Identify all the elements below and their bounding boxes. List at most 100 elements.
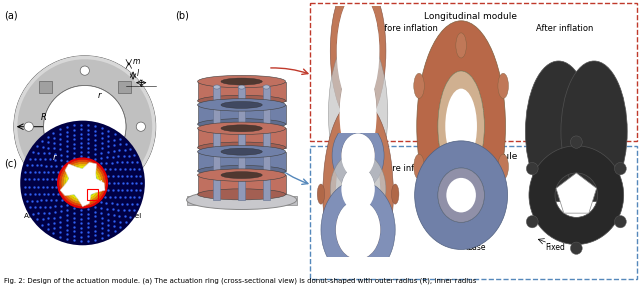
- Circle shape: [498, 154, 508, 179]
- Text: Air chamber: Air chamber: [24, 213, 68, 219]
- Circle shape: [336, 141, 343, 161]
- Wedge shape: [67, 168, 98, 198]
- Ellipse shape: [198, 95, 285, 106]
- Bar: [87, 189, 98, 199]
- Text: Cap: Cap: [467, 179, 482, 187]
- Ellipse shape: [221, 172, 262, 179]
- Circle shape: [80, 178, 90, 187]
- Text: $m$: $m$: [132, 57, 141, 65]
- Ellipse shape: [198, 122, 285, 135]
- Circle shape: [561, 61, 627, 202]
- Wedge shape: [321, 180, 396, 279]
- FancyBboxPatch shape: [39, 160, 52, 173]
- FancyBboxPatch shape: [118, 160, 131, 173]
- Circle shape: [24, 122, 33, 131]
- Wedge shape: [74, 174, 92, 192]
- Circle shape: [525, 61, 592, 202]
- Ellipse shape: [187, 190, 297, 210]
- Circle shape: [526, 162, 538, 175]
- Circle shape: [20, 121, 145, 245]
- Circle shape: [570, 242, 582, 254]
- Text: Base: Base: [467, 243, 486, 251]
- Circle shape: [339, 63, 377, 164]
- Circle shape: [614, 216, 627, 228]
- Text: $l$: $l$: [136, 67, 140, 77]
- Circle shape: [136, 122, 145, 131]
- Ellipse shape: [198, 119, 285, 130]
- Circle shape: [336, 134, 380, 254]
- Text: (b): (b): [175, 10, 189, 20]
- Circle shape: [445, 89, 477, 164]
- Text: $d_c$: $d_c$: [95, 179, 106, 191]
- Wedge shape: [330, 0, 386, 126]
- Circle shape: [526, 216, 538, 228]
- Circle shape: [337, 0, 380, 109]
- Text: Fixed: Fixed: [545, 100, 565, 109]
- Circle shape: [438, 71, 484, 182]
- Bar: [198, 105, 285, 124]
- Circle shape: [570, 136, 582, 148]
- Text: Fixed: Fixed: [545, 243, 565, 252]
- Circle shape: [438, 168, 484, 222]
- Circle shape: [456, 33, 467, 58]
- Ellipse shape: [198, 189, 285, 200]
- Circle shape: [446, 178, 476, 212]
- Text: Before inflation: Before inflation: [372, 24, 437, 33]
- Text: Ring: Ring: [467, 67, 484, 77]
- Wedge shape: [328, 33, 388, 194]
- Bar: [198, 128, 285, 148]
- Text: After inflation: After inflation: [536, 24, 594, 33]
- Polygon shape: [60, 162, 105, 207]
- Wedge shape: [59, 160, 106, 206]
- Circle shape: [498, 73, 508, 98]
- Wedge shape: [63, 164, 102, 202]
- Ellipse shape: [221, 125, 262, 132]
- Ellipse shape: [221, 148, 262, 155]
- Wedge shape: [323, 99, 394, 287]
- Wedge shape: [14, 56, 156, 198]
- Text: (c): (c): [4, 158, 17, 168]
- Wedge shape: [330, 152, 386, 226]
- Circle shape: [414, 73, 424, 98]
- Wedge shape: [70, 170, 95, 196]
- Bar: [310, 3, 637, 141]
- Bar: [310, 146, 637, 279]
- Circle shape: [373, 228, 380, 248]
- Ellipse shape: [221, 78, 262, 85]
- Bar: [238, 87, 245, 200]
- Bar: [187, 196, 297, 205]
- Ellipse shape: [198, 75, 285, 88]
- Text: Before inflation: Before inflation: [372, 164, 437, 173]
- FancyBboxPatch shape: [118, 81, 131, 94]
- Wedge shape: [57, 158, 108, 208]
- Ellipse shape: [213, 85, 220, 89]
- Wedge shape: [417, 21, 506, 232]
- Bar: [198, 82, 285, 101]
- Wedge shape: [61, 162, 104, 204]
- Text: $R$: $R$: [40, 111, 47, 123]
- Circle shape: [336, 200, 380, 259]
- Text: Compression module: Compression module: [422, 152, 518, 161]
- Ellipse shape: [198, 142, 285, 153]
- Text: Ring: Ring: [467, 205, 484, 214]
- Text: Cap: Cap: [467, 38, 482, 46]
- Circle shape: [456, 195, 467, 220]
- Bar: [198, 152, 285, 171]
- Text: Fig. 2: Design of the actuation module. (a) The actuation ring (cross-sectional : Fig. 2: Design of the actuation module. …: [4, 278, 476, 284]
- Circle shape: [336, 228, 343, 248]
- Text: (a): (a): [4, 10, 18, 20]
- Ellipse shape: [238, 85, 245, 89]
- Circle shape: [341, 133, 375, 178]
- Text: $t$: $t$: [139, 78, 144, 89]
- Wedge shape: [332, 121, 384, 190]
- Ellipse shape: [198, 166, 285, 177]
- Ellipse shape: [198, 169, 285, 181]
- Wedge shape: [529, 146, 624, 245]
- Circle shape: [80, 66, 90, 75]
- Bar: [198, 175, 285, 194]
- Circle shape: [373, 141, 380, 161]
- Wedge shape: [72, 172, 93, 194]
- Text: Base: Base: [467, 106, 486, 115]
- Wedge shape: [415, 141, 508, 249]
- Polygon shape: [556, 173, 596, 213]
